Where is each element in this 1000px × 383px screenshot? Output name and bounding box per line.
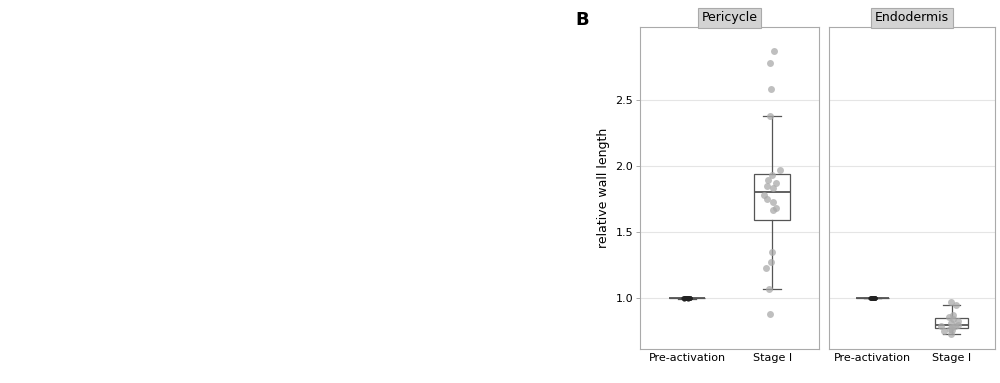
Point: [936, 328, 952, 334]
Point: [866, 295, 882, 301]
Point: [759, 183, 775, 189]
PathPatch shape: [935, 318, 968, 328]
Point: [768, 180, 784, 186]
Point: [772, 167, 788, 173]
Point: [676, 295, 692, 301]
Title: Endodermis: Endodermis: [875, 11, 949, 24]
Point: [864, 295, 880, 301]
Point: [680, 295, 696, 301]
Point: [943, 331, 959, 337]
Point: [762, 113, 778, 119]
Point: [762, 311, 778, 317]
Point: [677, 295, 693, 301]
Point: [950, 322, 966, 328]
Title: Pericycle: Pericycle: [702, 11, 758, 24]
Point: [867, 295, 883, 301]
Point: [764, 249, 780, 255]
Point: [945, 316, 961, 322]
Point: [682, 295, 698, 301]
Point: [867, 295, 883, 301]
Point: [863, 295, 879, 301]
Point: [678, 295, 694, 301]
Point: [864, 295, 880, 301]
Point: [679, 295, 695, 301]
Point: [941, 314, 957, 320]
Point: [680, 295, 696, 301]
Point: [948, 302, 964, 308]
Point: [765, 206, 781, 213]
Point: [933, 323, 949, 329]
Point: [760, 177, 776, 183]
Point: [864, 295, 880, 301]
Point: [678, 295, 694, 301]
Point: [679, 295, 695, 301]
Point: [865, 295, 881, 301]
Point: [864, 295, 880, 301]
Point: [763, 259, 779, 265]
Point: [680, 296, 696, 302]
Point: [761, 286, 777, 292]
Point: [863, 295, 879, 301]
Point: [675, 295, 691, 301]
Point: [768, 205, 784, 211]
Point: [765, 198, 781, 205]
Point: [679, 295, 695, 301]
Point: [679, 295, 695, 301]
Point: [756, 192, 772, 198]
Point: [762, 59, 778, 65]
Y-axis label: relative wall length: relative wall length: [597, 128, 610, 248]
Point: [866, 295, 882, 301]
Point: [765, 185, 781, 192]
Point: [680, 295, 696, 301]
Point: [679, 295, 695, 301]
Point: [764, 172, 780, 178]
Point: [676, 295, 692, 301]
Point: [678, 295, 694, 301]
Point: [863, 295, 879, 301]
Point: [942, 326, 958, 332]
Point: [679, 295, 695, 301]
Point: [766, 47, 782, 54]
Point: [947, 323, 963, 329]
Point: [763, 86, 779, 92]
Point: [943, 320, 959, 326]
Text: B: B: [575, 11, 589, 29]
Point: [758, 265, 774, 271]
Point: [677, 295, 693, 301]
Point: [944, 327, 960, 333]
Point: [945, 313, 961, 319]
Point: [680, 295, 696, 301]
Point: [679, 295, 695, 301]
Point: [865, 295, 881, 301]
Point: [678, 295, 694, 301]
Point: [864, 295, 880, 301]
Point: [678, 295, 694, 301]
Point: [867, 295, 883, 301]
Point: [944, 324, 960, 331]
Point: [866, 295, 882, 301]
Point: [759, 196, 775, 202]
Point: [865, 295, 881, 301]
Point: [677, 295, 693, 301]
Point: [950, 318, 966, 324]
Point: [676, 296, 692, 302]
Point: [862, 295, 878, 301]
Point: [943, 299, 959, 305]
Point: [866, 295, 882, 301]
Point: [682, 295, 698, 301]
Point: [682, 295, 698, 301]
PathPatch shape: [754, 174, 790, 220]
